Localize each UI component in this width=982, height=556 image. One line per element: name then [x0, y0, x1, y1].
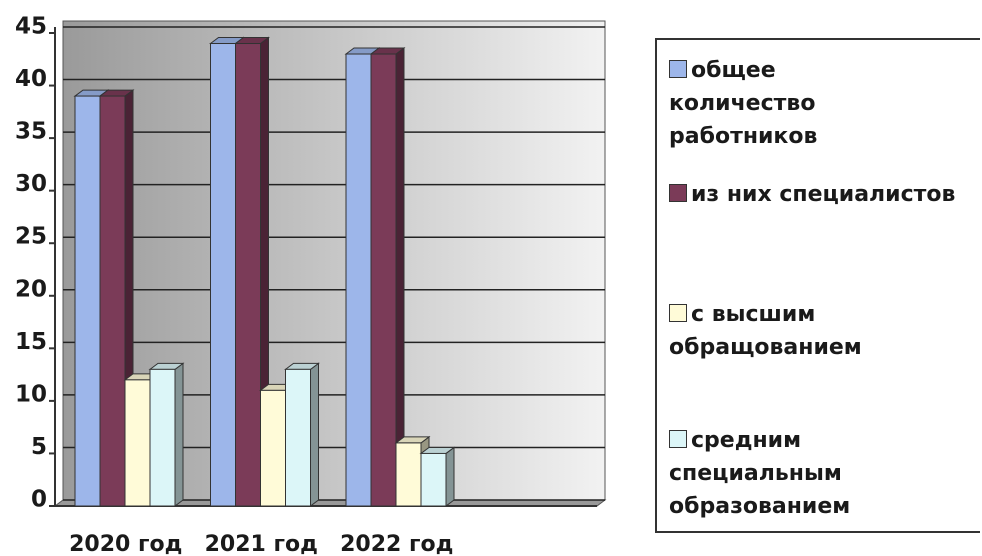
y-tick-label: 15: [15, 329, 47, 355]
bar-front: [210, 43, 236, 507]
bar-front: [235, 43, 261, 507]
bar: [284, 362, 320, 507]
legend-swatch: [669, 184, 687, 202]
x-tick-label: 2020 год: [69, 532, 182, 556]
legend-item: общее количество работников: [669, 54, 909, 153]
bar-front: [124, 379, 151, 507]
bar-front: [285, 368, 311, 507]
legend: общее количество работников из них специа…: [655, 38, 980, 533]
bar-side: [445, 446, 455, 507]
bar: [419, 446, 456, 507]
legend-label: с высшим обращованием: [669, 302, 862, 360]
legend-item: из них специалистов: [669, 178, 979, 211]
legend-label: общее количество работников: [669, 58, 818, 149]
legend-item: с высшим обращованием: [669, 298, 909, 364]
bar-front: [74, 95, 101, 507]
bar-front: [370, 53, 397, 507]
bar: [148, 362, 185, 507]
legend-swatch: [669, 304, 687, 322]
y-tick-label: 10: [15, 381, 47, 407]
bar-side: [174, 362, 184, 507]
legend-label: средним специальным образованием: [669, 428, 851, 519]
bar-front: [99, 95, 126, 507]
y-tick-label: 40: [15, 66, 47, 92]
legend-item: средним специальным образованием: [669, 424, 869, 523]
y-tick-label: 20: [15, 276, 47, 302]
y-tick-label: 25: [15, 224, 47, 250]
bar-front: [395, 442, 422, 507]
legend-swatch: [669, 60, 687, 78]
y-tick-label: 30: [15, 171, 47, 197]
y-tick-label: 35: [15, 119, 47, 145]
x-tick-label: 2022 год: [340, 532, 453, 556]
y-tick-label: 5: [31, 434, 47, 460]
x-tick-label: 2021 год: [205, 532, 318, 556]
y-tick-label: 45: [15, 14, 47, 40]
bar-front: [149, 368, 176, 507]
legend-label: из них специалистов: [691, 182, 956, 207]
bar-side: [310, 362, 319, 507]
y-tick-label: 0: [31, 487, 47, 513]
bar-front: [420, 452, 447, 507]
bar: [369, 47, 406, 507]
bar-front: [260, 389, 286, 507]
bar-front: [345, 53, 372, 507]
legend-swatch: [669, 430, 687, 448]
